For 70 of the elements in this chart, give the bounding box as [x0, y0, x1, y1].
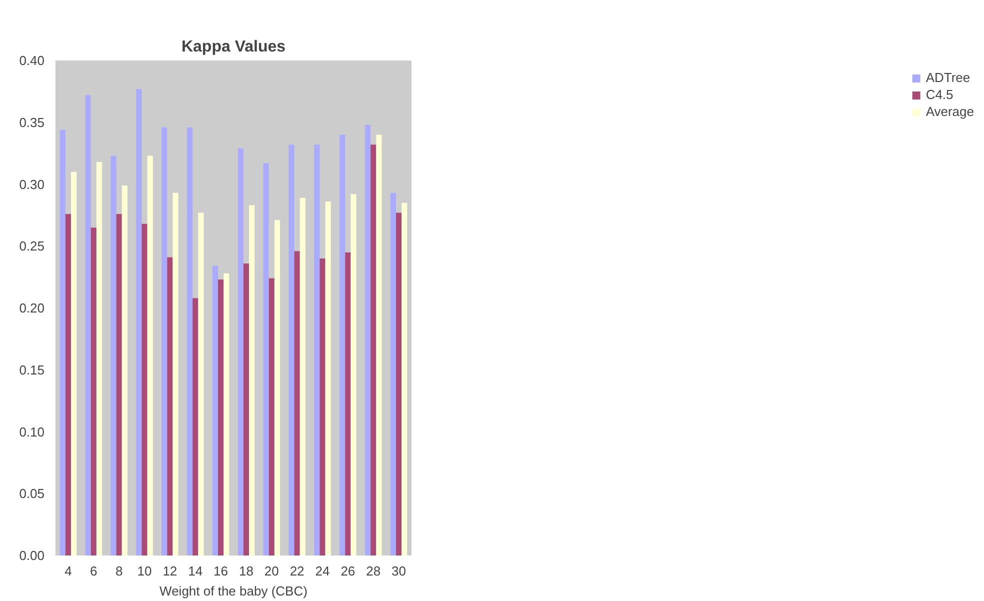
bar	[325, 202, 331, 556]
bar	[85, 95, 91, 556]
x-axis-title: Weight of the baby (CBC)	[160, 584, 308, 598]
x-tick-label: 4	[64, 564, 72, 578]
x-tick-label: 8	[115, 564, 123, 578]
bar	[345, 252, 351, 556]
y-tick-label: 0.05	[19, 486, 45, 502]
bar	[274, 220, 280, 556]
bar	[294, 251, 300, 556]
x-tick-label: 30	[392, 564, 406, 578]
x-tick-label: 28	[366, 564, 381, 578]
bar	[167, 257, 173, 556]
bar	[300, 198, 306, 556]
x-tick-label: 6	[90, 564, 98, 578]
bar	[71, 172, 77, 556]
bar	[314, 144, 320, 556]
y-tick-label: 0.10	[19, 424, 45, 440]
bar	[402, 202, 408, 556]
bar	[142, 224, 148, 556]
y-tick-label: 0.25	[19, 238, 45, 254]
y-tick-label: 0.35	[19, 114, 45, 130]
bar	[376, 134, 382, 556]
y-tick-label: 0.15	[19, 362, 45, 378]
x-tick-label: 12	[162, 564, 178, 578]
bar	[96, 162, 102, 556]
bar	[122, 185, 128, 556]
x-tick-label: 18	[238, 564, 254, 578]
legend-label: C4.5	[926, 87, 954, 102]
x-tick-label: 16	[214, 564, 228, 578]
bar	[249, 205, 255, 556]
bar	[364, 124, 371, 556]
x-tick-label: 20	[264, 564, 279, 578]
bar	[136, 88, 142, 556]
bar	[390, 192, 396, 556]
y-tick-label: 0.00	[19, 548, 45, 563]
x-tick-label: 10	[137, 564, 152, 578]
bar	[65, 214, 72, 556]
bar	[263, 163, 269, 556]
y-tick-label: 0.20	[19, 300, 45, 316]
x-tick-label: 22	[290, 564, 304, 578]
bar	[162, 127, 168, 556]
legend-label: ADTree	[926, 70, 970, 85]
bar	[212, 266, 218, 556]
x-tick-label: 14	[188, 564, 203, 578]
bar	[172, 192, 178, 556]
bar	[243, 263, 250, 556]
bar	[396, 212, 402, 556]
bar	[268, 278, 274, 556]
bar	[218, 280, 224, 556]
bar	[186, 127, 193, 556]
legend-label: Average	[926, 104, 974, 119]
bar	[370, 144, 376, 556]
bar	[288, 144, 294, 556]
y-tick-label: 0.30	[19, 176, 45, 192]
bar	[238, 148, 244, 556]
bar	[192, 298, 198, 556]
bar	[147, 156, 153, 556]
bar	[90, 228, 96, 556]
bar	[198, 212, 204, 556]
x-tick-label: 26	[340, 564, 356, 578]
bar	[350, 194, 356, 556]
bar	[60, 130, 66, 556]
bar	[320, 258, 326, 556]
y-tick-label: 0.40	[19, 53, 45, 68]
chart-title: Kappa Values	[181, 38, 286, 56]
bar	[110, 156, 116, 556]
x-tick-label: 24	[315, 564, 330, 578]
bar	[340, 134, 346, 556]
bar	[224, 273, 230, 556]
bar	[116, 214, 122, 556]
